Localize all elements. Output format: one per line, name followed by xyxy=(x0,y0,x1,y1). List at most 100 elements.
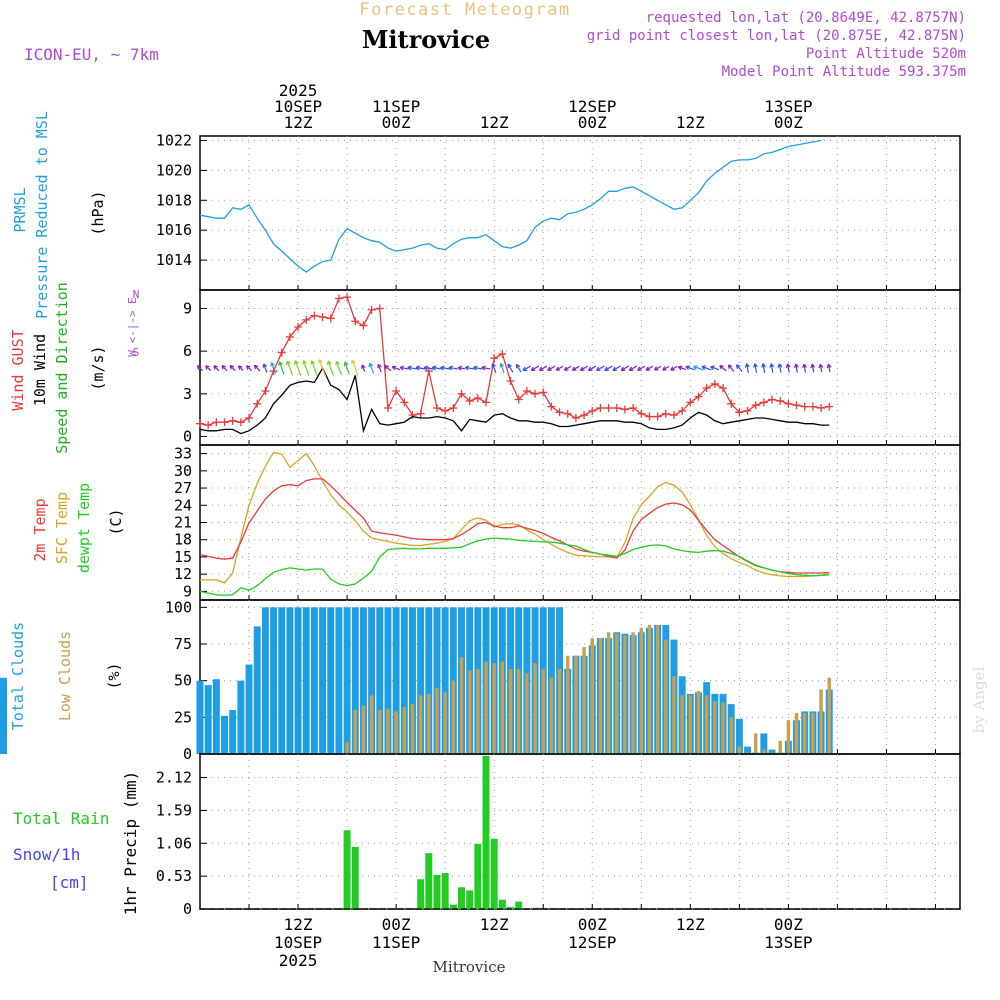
y-tick-label: 21 xyxy=(174,514,192,532)
wind-arrow-head xyxy=(491,363,496,368)
wind-direction-arrow xyxy=(710,366,720,371)
wind-arrow-head xyxy=(384,365,389,370)
y-tick-label: 27 xyxy=(174,479,192,497)
wind-direction-arrow xyxy=(612,365,621,371)
gust-marker xyxy=(702,384,711,393)
gust-marker xyxy=(204,421,213,430)
rain-bar xyxy=(498,899,506,909)
y-tick-label: 75 xyxy=(174,635,192,653)
wind-panel: 0 3 6 9 xyxy=(183,289,961,446)
low-cloud-bar xyxy=(508,668,513,754)
gust-marker xyxy=(228,416,237,425)
gust-marker xyxy=(800,402,809,411)
wind-arrow-head xyxy=(326,360,332,366)
total-cloud-bar xyxy=(196,680,204,754)
low-cloud-bar xyxy=(402,707,407,754)
rain-bar xyxy=(417,879,425,909)
total-cloud-bar xyxy=(744,746,751,754)
wind-direction-arrow xyxy=(719,365,727,372)
wind-direction-arrow xyxy=(294,360,302,376)
wind-direction-arrow xyxy=(351,359,359,377)
wind-arrow-head xyxy=(670,366,675,371)
wind-arrow-head xyxy=(318,359,323,364)
clouds-panel: 0 25 50 75 100 xyxy=(0,598,961,763)
wind-direction-arrow xyxy=(819,364,823,373)
gust-marker xyxy=(196,419,204,428)
wind-arrow-head xyxy=(431,365,437,371)
gust-marker xyxy=(522,386,531,395)
credit-watermark: by Angel xyxy=(970,666,988,733)
wind-arrow-head xyxy=(278,361,283,366)
rain-bar xyxy=(531,907,539,909)
total-cloud-bar xyxy=(449,607,457,754)
gust-marker xyxy=(555,408,564,417)
gust-marker xyxy=(571,413,580,422)
wind-direction-arrow xyxy=(424,366,434,370)
time-label-top: 12Z xyxy=(284,113,313,132)
wind-direction-arrow xyxy=(491,363,497,374)
time-label-top: 00Z xyxy=(774,113,803,132)
wind-arrow-head xyxy=(645,366,651,371)
time-label-top: 12SEP xyxy=(568,97,616,116)
total-cloud-bar xyxy=(368,607,376,754)
wind-arrow-head xyxy=(744,363,750,368)
total-cloud-bar xyxy=(319,607,327,754)
gust-marker xyxy=(400,398,409,407)
total-cloud-bar xyxy=(270,607,278,754)
wind-direction-arrow xyxy=(539,365,548,371)
precip-unit: 1hr Precip (mm) xyxy=(121,771,140,916)
wind-direction-arrow xyxy=(522,365,532,371)
gust-marker xyxy=(351,317,360,326)
time-label-bottom: 10SEP xyxy=(274,933,322,952)
low-cloud-bar xyxy=(516,668,521,754)
wind-arrow-head xyxy=(563,366,569,371)
wind-direction-arrow xyxy=(727,364,735,372)
gust-marker xyxy=(416,409,425,418)
time-label-bottom: 11SEP xyxy=(372,933,420,952)
time-label-top: 2025 xyxy=(279,81,318,100)
wind-labels: Wind GUST 10m Wind Speed and Direction (… xyxy=(9,282,139,454)
wind-arrow-head xyxy=(229,365,235,370)
y-tick-label: 0 xyxy=(183,745,192,763)
y-tick-label: 100 xyxy=(165,598,192,616)
dewpoint-line xyxy=(199,537,830,597)
wind-arrow-head xyxy=(628,366,634,371)
wind-direction-arrow xyxy=(637,365,646,371)
wind-direction-arrow xyxy=(795,363,798,373)
y-tick-label: 1.59 xyxy=(156,801,192,819)
wind-arrow-head xyxy=(361,364,366,369)
wind-direction-arrow xyxy=(263,363,268,373)
wind-arrow-head xyxy=(810,363,816,369)
total-cloud-bar xyxy=(278,607,286,754)
wind-direction-arrow xyxy=(762,363,766,373)
wind-arrow-head xyxy=(196,365,202,370)
y-tick-label: 12 xyxy=(174,565,192,583)
y-tick-label: 0 xyxy=(183,900,192,918)
y-tick-label: 50 xyxy=(174,672,192,690)
y-tick-label: 1016 xyxy=(156,221,192,239)
wind-arrow-head xyxy=(826,363,832,369)
time-label-bottom: 00Z xyxy=(382,915,411,934)
gust-marker xyxy=(490,354,499,363)
time-label-bottom: 12Z xyxy=(284,915,313,934)
compass-north: N xyxy=(133,288,140,301)
low-cloud-bar xyxy=(557,668,562,754)
snow-label: Snow/1h xyxy=(13,845,80,864)
wind-direction-arrow xyxy=(811,364,815,373)
gust-marker xyxy=(212,418,221,427)
wind-arrow-head xyxy=(802,363,807,369)
wind-arrow-head xyxy=(571,366,577,371)
wind-arrow-head xyxy=(507,363,512,369)
y-tick-label: 24 xyxy=(174,496,192,514)
gust-marker xyxy=(245,413,254,422)
low-cloud-bar xyxy=(786,720,791,754)
time-label-top: 11SEP xyxy=(372,97,420,116)
wind-direction-arrow xyxy=(531,365,540,371)
wind-direction-arrow xyxy=(572,365,580,371)
wind-arrow-head xyxy=(727,364,733,369)
time-label-top: 12Z xyxy=(480,113,509,132)
total-cloud-bar xyxy=(335,607,343,754)
wind-direction-arrow xyxy=(778,363,782,373)
rain-bar xyxy=(490,838,498,909)
